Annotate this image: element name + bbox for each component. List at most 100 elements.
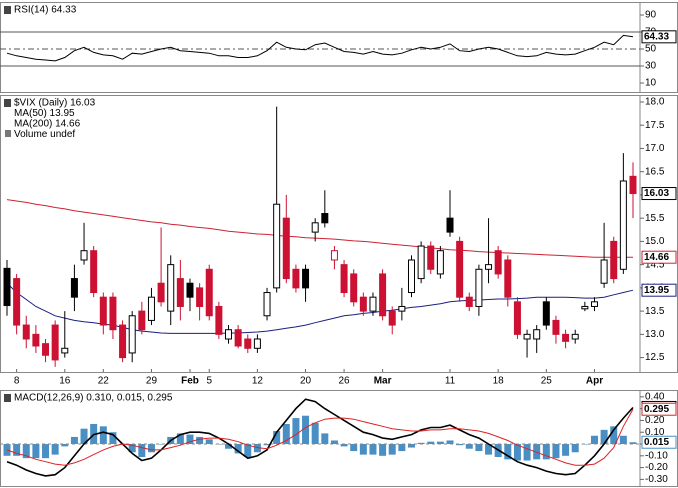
histogram-bar — [340, 444, 348, 447]
histogram-bar — [109, 432, 117, 445]
candle-body — [504, 259, 512, 298]
histogram-bar — [330, 440, 338, 445]
candle-body — [42, 343, 50, 356]
histogram-bar — [176, 433, 184, 445]
y-tick-label: 13.5 — [645, 306, 665, 317]
candle-body — [311, 222, 319, 233]
x-tick-label: 26 — [339, 376, 351, 387]
histogram-bar — [619, 435, 627, 445]
x-tick-label: 12 — [252, 376, 264, 387]
ma-tag: 13.95 — [644, 285, 669, 296]
legend-entry: MACD(12,26,9) 0.310, 0.015, 0.295 — [14, 393, 173, 404]
x-tick-label: 11 — [445, 376, 456, 387]
histogram-bar — [32, 444, 40, 459]
histogram-bar — [350, 444, 358, 452]
candle-body — [590, 301, 598, 307]
candle-body — [407, 259, 415, 294]
histogram-bar — [523, 444, 531, 461]
histogram-bar — [562, 444, 570, 456]
candle-body — [350, 273, 358, 303]
histogram-bar — [456, 444, 464, 446]
last-value-tag: 64.33 — [644, 31, 669, 42]
histogram-bar — [205, 439, 213, 445]
y-tick-label: 15.5 — [645, 213, 665, 224]
ma-tag: 14.66 — [644, 252, 669, 263]
histogram-bar — [311, 422, 319, 445]
histogram-bar — [427, 441, 435, 445]
macd-line — [6, 398, 634, 477]
histogram-bar — [369, 444, 377, 455]
histogram-bar — [571, 444, 579, 453]
macd-tag: 0.015 — [644, 437, 669, 448]
candle-body — [302, 268, 310, 289]
candle-body — [32, 333, 40, 347]
y-tick-label: 90 — [645, 10, 657, 21]
candle-body — [475, 268, 483, 307]
histogram-bar — [244, 444, 252, 457]
panel-frame — [0, 95, 678, 373]
y-tick-label: 15.0 — [645, 236, 665, 247]
y-tick-label: 50 — [645, 44, 657, 55]
candle-body — [292, 268, 300, 289]
y-tick-label: -0.10 — [645, 450, 668, 461]
legend-icon — [4, 6, 11, 14]
histogram-bar — [475, 444, 483, 452]
ma-tag-box — [641, 283, 677, 297]
y-tick-label: 16.5 — [645, 166, 665, 177]
histogram-bar — [42, 444, 50, 459]
candle-body — [485, 264, 493, 270]
macd-tag-box — [641, 402, 677, 416]
histogram-bar — [273, 431, 281, 445]
macd-tag: 0.295 — [644, 404, 669, 415]
x-tick-label: 29 — [146, 376, 158, 387]
candle-body — [552, 319, 560, 335]
macd-line — [6, 408, 634, 466]
rsi-line — [6, 34, 634, 62]
x-tick-label: Mar — [374, 376, 392, 387]
candle-body — [600, 259, 608, 284]
last-price-tag-box — [641, 187, 677, 201]
x-tick-label: 5 — [206, 376, 212, 387]
x-tick-label: 18 — [493, 376, 505, 387]
candle-body — [196, 287, 204, 307]
macd-tag-box — [641, 435, 677, 449]
y-tick-label: 0.20 — [645, 415, 665, 426]
histogram-bar — [292, 418, 300, 445]
moving-average — [6, 199, 633, 258]
candle-body — [427, 245, 435, 270]
legend-icon — [5, 130, 11, 137]
candle-body — [562, 333, 570, 342]
candle-body — [70, 278, 78, 298]
candle-body — [51, 324, 59, 361]
histogram-bar — [51, 444, 59, 455]
candle-body — [340, 264, 348, 294]
ma-tag-box — [641, 250, 677, 264]
histogram-bar — [398, 444, 406, 452]
candle-body — [138, 310, 146, 331]
candle-body — [215, 305, 223, 335]
histogram-bar — [417, 442, 425, 445]
candle-body — [61, 347, 69, 354]
candle-body — [273, 203, 281, 289]
histogram-bar — [533, 444, 541, 460]
candle-body — [417, 245, 425, 280]
histogram-bar — [13, 444, 21, 456]
candle-body — [147, 296, 155, 321]
histogram-bar — [407, 444, 415, 448]
candle-body — [581, 305, 589, 310]
candle-body — [109, 296, 117, 331]
candle-body — [321, 213, 329, 224]
histogram-bar — [446, 440, 454, 445]
y-tick-label: 17.5 — [645, 120, 665, 131]
candle-body — [205, 268, 213, 317]
histogram-bar — [359, 444, 367, 455]
histogram-bar — [70, 436, 78, 445]
legend-entry: Volume undef — [14, 129, 75, 140]
histogram-bar — [600, 429, 608, 445]
candle-body — [359, 296, 367, 312]
histogram-bar — [379, 444, 387, 456]
candle-body — [330, 250, 338, 261]
histogram-bar — [513, 444, 521, 461]
y-tick-label: 10 — [645, 78, 657, 89]
candle-body — [253, 338, 261, 349]
